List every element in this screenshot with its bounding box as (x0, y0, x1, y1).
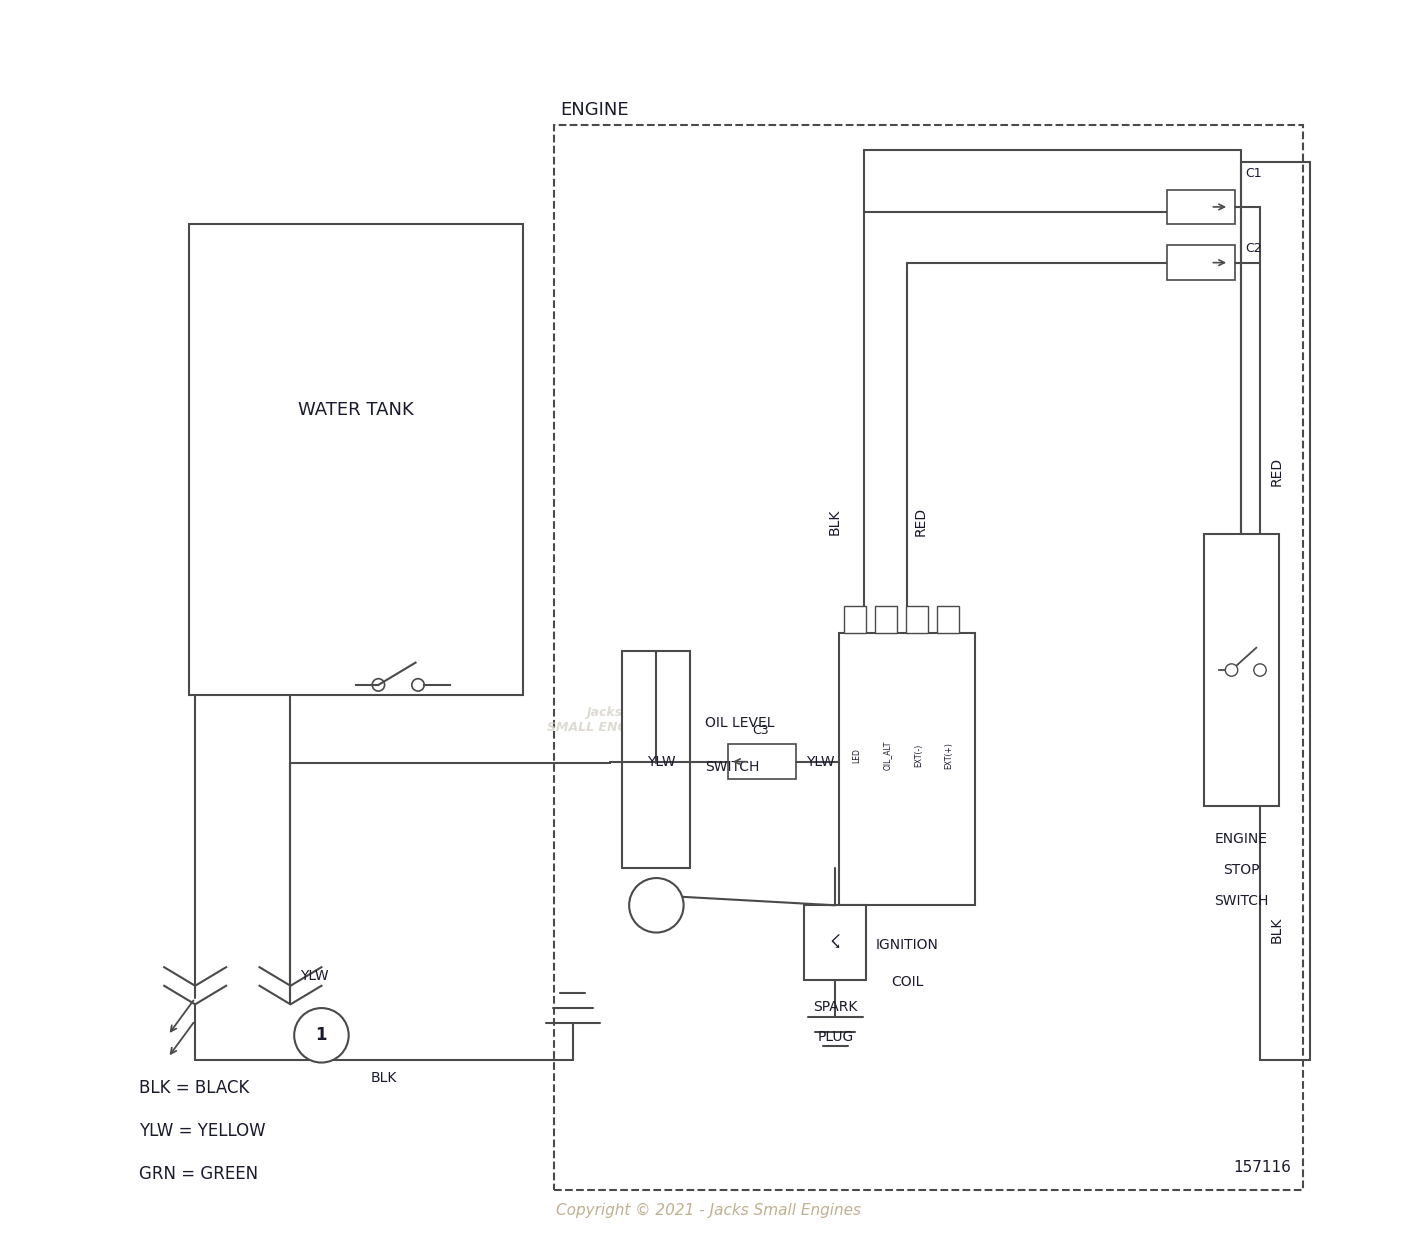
FancyBboxPatch shape (727, 745, 795, 779)
Text: OIL_ALT: OIL_ALT (883, 741, 892, 771)
FancyBboxPatch shape (804, 905, 866, 979)
Text: SWITCH: SWITCH (705, 759, 760, 773)
Text: C2: C2 (1245, 242, 1262, 254)
Text: SWITCH: SWITCH (1214, 895, 1269, 908)
Text: ENGINE: ENGINE (560, 101, 630, 119)
Text: WATER TANK: WATER TANK (298, 401, 414, 419)
Text: IGNITION: IGNITION (876, 938, 939, 952)
Text: ENGINE: ENGINE (1215, 833, 1268, 846)
FancyBboxPatch shape (1204, 534, 1279, 807)
FancyBboxPatch shape (189, 225, 523, 695)
Text: STOP: STOP (1224, 864, 1259, 877)
Text: YLW: YLW (647, 755, 675, 768)
Text: Jacks
SMALL ENGINES: Jacks SMALL ENGINES (547, 706, 661, 733)
FancyBboxPatch shape (623, 652, 691, 869)
Text: C1: C1 (1245, 168, 1262, 180)
Text: YLW: YLW (805, 755, 834, 768)
FancyBboxPatch shape (839, 633, 976, 905)
Text: BLK: BLK (828, 509, 841, 535)
FancyBboxPatch shape (906, 606, 929, 633)
Text: RED: RED (913, 506, 927, 536)
Text: YLW = YELLOW: YLW = YELLOW (139, 1122, 267, 1140)
Text: 1: 1 (316, 1026, 328, 1045)
Circle shape (294, 1008, 349, 1062)
Text: RED: RED (1271, 458, 1283, 486)
Text: 157116: 157116 (1234, 1159, 1290, 1174)
Text: SPARK: SPARK (813, 999, 858, 1014)
Text: ☇: ☇ (830, 933, 841, 952)
FancyBboxPatch shape (1167, 190, 1235, 225)
Text: PLUG: PLUG (817, 1030, 854, 1045)
Text: OIL LEVEL: OIL LEVEL (705, 716, 774, 730)
Text: EXT(+): EXT(+) (944, 742, 954, 769)
Text: COIL: COIL (891, 974, 923, 989)
Circle shape (1225, 664, 1238, 676)
Text: YLW: YLW (301, 968, 329, 983)
Circle shape (630, 879, 683, 932)
Text: LED: LED (852, 748, 861, 763)
Text: Copyright © 2021 - Jacks Small Engines: Copyright © 2021 - Jacks Small Engines (556, 1203, 862, 1217)
Text: BLK: BLK (370, 1071, 397, 1086)
Text: GRN = GREEN: GRN = GREEN (139, 1165, 258, 1184)
Text: BLK: BLK (1271, 917, 1283, 943)
Text: EXT(-): EXT(-) (913, 743, 923, 767)
FancyBboxPatch shape (1167, 246, 1235, 280)
FancyBboxPatch shape (937, 606, 959, 633)
Text: C3: C3 (753, 725, 770, 737)
Circle shape (1254, 664, 1266, 676)
FancyBboxPatch shape (875, 606, 898, 633)
FancyBboxPatch shape (844, 606, 866, 633)
Text: BLK = BLACK: BLK = BLACK (139, 1078, 250, 1097)
FancyBboxPatch shape (554, 125, 1303, 1190)
